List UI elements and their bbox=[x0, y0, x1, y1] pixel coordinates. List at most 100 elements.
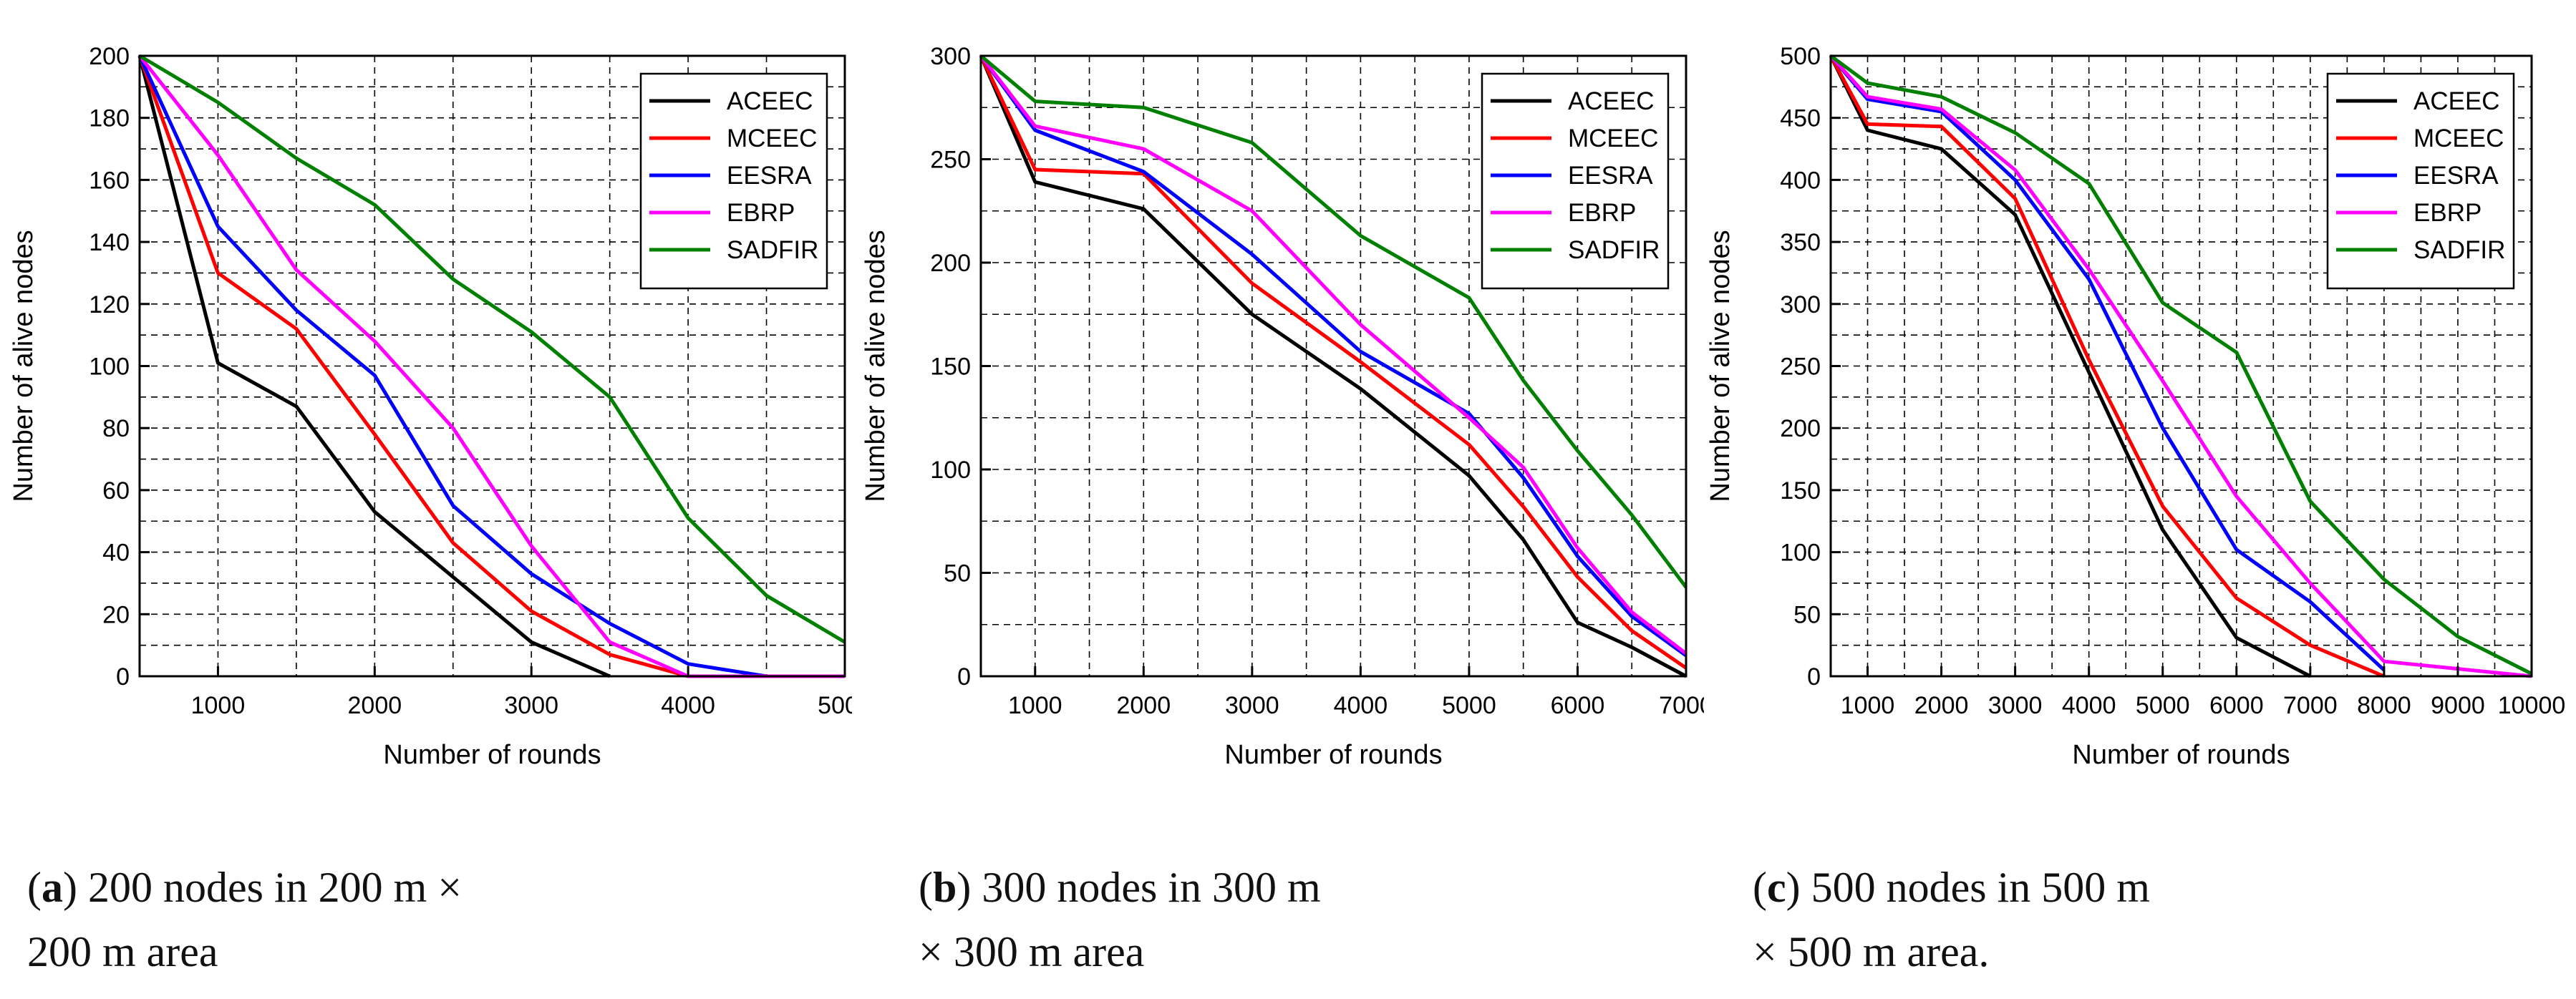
series-line-sadfir bbox=[138, 54, 846, 644]
y-tick-label: 140 bbox=[89, 229, 130, 256]
y-tick-label: 180 bbox=[89, 105, 130, 132]
legend-label-sadfir: SADFIR bbox=[2413, 236, 2505, 264]
caption-c-line1: 500 nodes in 500 m bbox=[1811, 864, 2150, 911]
caption-a-letter: a bbox=[41, 864, 63, 911]
series-line-ebrp bbox=[979, 54, 1688, 656]
caption-a-line1: 200 nodes in 200 m × bbox=[87, 864, 463, 911]
caption-a: (a) 200 nodes in 200 m × 200 m area bbox=[27, 864, 463, 975]
x-tick-label: 7000 bbox=[2283, 692, 2338, 719]
y-tick-label: 60 bbox=[102, 477, 130, 505]
legend-box bbox=[1481, 72, 1670, 290]
legend: ACEEC MCEEC EESRA EBRP SADFIR bbox=[1481, 72, 1670, 290]
y-tick-label: 200 bbox=[930, 250, 971, 277]
x-tick-label: 1000 bbox=[1008, 692, 1062, 719]
x-tick-label: 8000 bbox=[2357, 692, 2411, 719]
y-tick-label: 50 bbox=[1793, 601, 1821, 628]
y-tick-label: 120 bbox=[89, 291, 130, 318]
y-tick-label: 300 bbox=[930, 43, 971, 70]
x-tick-label: 6000 bbox=[1551, 692, 1605, 719]
legend-label-mceec: MCEEC bbox=[727, 125, 817, 152]
y-tick-label: 450 bbox=[1780, 105, 1821, 132]
y-tick-label: 100 bbox=[930, 457, 971, 484]
y-tick-label: 0 bbox=[116, 663, 130, 691]
legend-label-sadfir: SADFIR bbox=[1568, 236, 1660, 264]
x-tick-label: 4000 bbox=[2062, 692, 2116, 719]
series-line-eesra bbox=[1829, 54, 2386, 672]
legend-label-eesra: EESRA bbox=[1568, 162, 1653, 190]
y-tick-label: 0 bbox=[1807, 663, 1821, 691]
series-line-mceec bbox=[979, 54, 1688, 670]
legend-label-eesra: EESRA bbox=[727, 162, 812, 190]
x-tick-label: 2000 bbox=[348, 692, 402, 719]
legend-label-aceec: ACEEC bbox=[1568, 87, 1655, 115]
legend-label-mceec: MCEEC bbox=[2413, 125, 2504, 152]
y-tick-label: 200 bbox=[1780, 415, 1821, 442]
series-line-eesra bbox=[137, 54, 767, 678]
series-line-eesra bbox=[979, 54, 1688, 658]
y-tick-label: 250 bbox=[1780, 354, 1821, 381]
y-tick-label: 40 bbox=[102, 540, 130, 567]
x-tick-label: 5000 bbox=[818, 692, 852, 719]
legend-box bbox=[2326, 72, 2515, 290]
x-tick-label: 1000 bbox=[1841, 692, 1895, 719]
chart-panel-b: 1000 2000 3000 4000 5000 6000 7000 0 50 100 150 200… bbox=[861, 43, 1704, 770]
y-tick-label: 80 bbox=[102, 415, 130, 442]
y-axis-title: Number of alive nodes bbox=[9, 230, 39, 502]
caption-b-line2: × 300 m area bbox=[919, 928, 1145, 975]
series-line-mceec bbox=[137, 55, 689, 678]
legend: ACEEC MCEEC EESRA EBRP SADFIR bbox=[2326, 72, 2515, 290]
y-tick-label: 0 bbox=[957, 663, 971, 691]
legend-label-ebrp: EBRP bbox=[727, 199, 795, 227]
x-tick-label: 9000 bbox=[2431, 692, 2485, 719]
legend-label-aceec: ACEEC bbox=[727, 87, 813, 115]
legend: ACEEC MCEEC EESRA EBRP SADFIR bbox=[639, 72, 828, 290]
x-tick-label: 7000 bbox=[1659, 692, 1704, 719]
x-tick-label: 5000 bbox=[2136, 692, 2190, 719]
y-tick-label: 150 bbox=[930, 354, 971, 381]
chart-panel-c: 1000 2000 3000 4000 5000 6000 7000 8000 9000 1000… bbox=[1705, 43, 2566, 770]
x-tick-label: 4000 bbox=[661, 692, 715, 719]
y-tick-label: 250 bbox=[930, 147, 971, 174]
series-line-aceec bbox=[1829, 54, 2311, 678]
legend-label-mceec: MCEEC bbox=[1568, 125, 1658, 152]
y-tick-label: 150 bbox=[1780, 477, 1821, 505]
x-tick-label: 3000 bbox=[1988, 692, 2043, 719]
caption-c-line2: × 500 m area. bbox=[1753, 928, 1990, 975]
series-line-sadfir bbox=[979, 54, 1688, 589]
caption-b: (b) 300 nodes in 300 m × 300 m area bbox=[919, 864, 1321, 975]
legend-label-eesra: EESRA bbox=[2413, 162, 2499, 190]
x-tick-label: 1000 bbox=[191, 692, 246, 719]
x-tick-label: 2000 bbox=[1116, 692, 1171, 719]
y-tick-label: 100 bbox=[89, 354, 130, 381]
caption-b-line1: 300 nodes in 300 m bbox=[982, 864, 1321, 911]
y-tick-label: 350 bbox=[1780, 229, 1821, 256]
legend-box bbox=[639, 72, 828, 290]
series-line-mceec bbox=[1829, 54, 2385, 678]
series-line-sadfir bbox=[1829, 54, 2533, 676]
x-axis-title: Number of rounds bbox=[1224, 740, 1442, 770]
y-tick-label: 300 bbox=[1780, 291, 1821, 318]
x-axis-title: Number of rounds bbox=[2072, 740, 2290, 770]
x-tick-label: 3000 bbox=[1225, 692, 1279, 719]
x-tick-label: 4000 bbox=[1334, 692, 1388, 719]
y-axis-title: Number of alive nodes bbox=[861, 230, 891, 502]
y-tick-label: 200 bbox=[89, 43, 130, 70]
legend-label-sadfir: SADFIR bbox=[727, 236, 818, 264]
y-tick-label: 20 bbox=[102, 601, 130, 628]
x-tick-label: 2000 bbox=[1914, 692, 1969, 719]
legend-label-aceec: ACEEC bbox=[2413, 87, 2500, 115]
x-tick-label: 3000 bbox=[504, 692, 558, 719]
x-tick-label: 5000 bbox=[1442, 692, 1496, 719]
caption-a-line2: 200 m area bbox=[27, 928, 218, 975]
y-tick-label: 100 bbox=[1780, 540, 1821, 567]
legend-label-ebrp: EBRP bbox=[2413, 199, 2481, 227]
series-line-aceec bbox=[979, 55, 1688, 678]
x-axis-title: Number of rounds bbox=[383, 740, 601, 770]
y-tick-label: 50 bbox=[944, 560, 971, 588]
x-tick-label: 6000 bbox=[2209, 692, 2264, 719]
y-tick-label: 160 bbox=[89, 167, 130, 194]
series-line-ebrp bbox=[1829, 54, 2532, 678]
y-tick-label: 500 bbox=[1780, 43, 1821, 70]
x-tick-label: 10000 bbox=[2498, 692, 2566, 719]
